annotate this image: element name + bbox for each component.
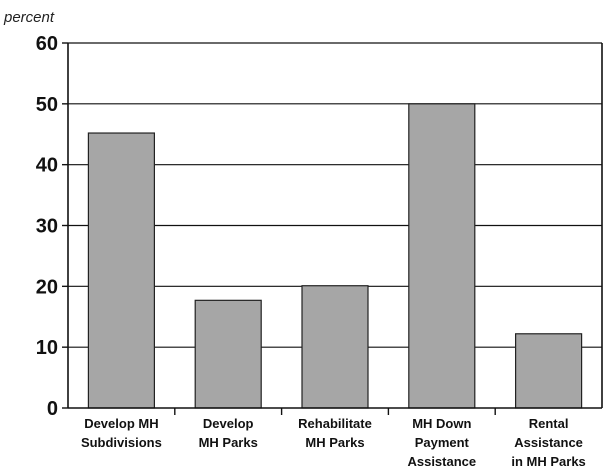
- bar-2: [301, 285, 369, 409]
- x-tick-label: in MH Parks: [511, 454, 585, 469]
- y-tick-label: 20: [36, 276, 58, 298]
- x-tick-label: Develop: [203, 416, 254, 431]
- bars: [87, 103, 583, 409]
- bar-4: [514, 333, 583, 409]
- y-axis-label: percent: [3, 9, 55, 26]
- y-tick-label: 40: [36, 155, 58, 177]
- x-tick-label: Rehabilitate: [298, 416, 372, 431]
- gridlines: [68, 42, 602, 348]
- y-tick-label: 0: [47, 398, 58, 420]
- x-tick-label: Assistance: [407, 454, 476, 469]
- x-tick-label: Subdivisions: [81, 435, 162, 450]
- x-tick-label: MH Down: [412, 416, 471, 431]
- x-tick-label: Payment: [415, 435, 470, 450]
- x-tick-labels: Develop MH Subdivisions Develop MH Parks Reh…: [81, 416, 586, 469]
- x-tick-label: Rental: [529, 416, 569, 431]
- axes: [62, 42, 603, 415]
- y-tick-labels: 0 10 20 30 40 50 60: [36, 33, 58, 420]
- y-tick-label: 10: [36, 337, 58, 359]
- bar-0: [87, 132, 156, 409]
- y-tick-label: 50: [36, 94, 58, 116]
- bar-1: [194, 299, 262, 409]
- y-tick-label: 30: [36, 216, 58, 238]
- x-tick-label: MH Parks: [199, 435, 258, 450]
- x-tick-label: Assistance: [514, 435, 583, 450]
- y-tick-label: 60: [36, 33, 58, 55]
- bar-3: [408, 103, 476, 409]
- x-tick-label: MH Parks: [305, 435, 364, 450]
- x-tick-label: Develop MH: [84, 416, 158, 431]
